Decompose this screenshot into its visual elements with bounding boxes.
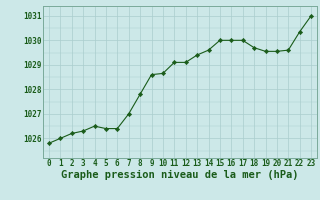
X-axis label: Graphe pression niveau de la mer (hPa): Graphe pression niveau de la mer (hPa) bbox=[61, 170, 299, 180]
